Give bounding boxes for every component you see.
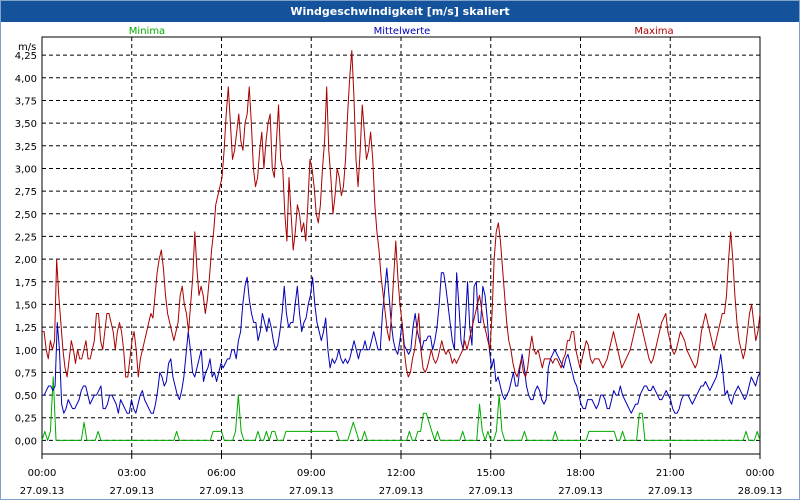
y-axis-unit: m/s: [18, 42, 36, 53]
x-tick-date: 27.09.13: [558, 486, 603, 497]
x-tick-date: 27.09.13: [468, 486, 513, 497]
y-tick-label: 1,75: [15, 278, 37, 289]
y-tick-label: 2,75: [15, 187, 37, 198]
x-tick-date: 27.09.13: [289, 486, 334, 497]
y-tick-label: 0,00: [15, 436, 37, 447]
y-tick-label: 3,25: [15, 142, 37, 153]
x-tick-time: 09:00: [297, 468, 326, 479]
x-tick-time: 06:00: [207, 468, 236, 479]
grid-lines: [42, 37, 760, 454]
x-tick-time: 12:00: [387, 468, 416, 479]
y-tick-label: 0,75: [15, 368, 37, 379]
series-line-maxima: [42, 50, 761, 378]
legend-minima: Minima: [129, 26, 165, 37]
legend-mittelwerte: Mittelwerte: [374, 26, 431, 37]
x-tick-time: 18:00: [566, 468, 595, 479]
plot-area: [41, 36, 761, 455]
x-tick-date: 27.09.13: [20, 486, 65, 497]
series-line-minima: [41, 376, 761, 441]
y-tick-label: 3,75: [15, 96, 37, 107]
x-axis: 00:00 27.09.13 03:00 27.09.13 06:00 27.09.13 0…: [20, 454, 783, 497]
legend-maxima: Maxima: [634, 26, 673, 37]
x-tick-time: 00:00: [746, 468, 775, 479]
x-tick-date: 27.09.13: [109, 486, 154, 497]
x-tick-time: 21:00: [656, 468, 685, 479]
y-tick-label: 4,25: [15, 51, 37, 62]
y-tick-label: 1,25: [15, 323, 37, 334]
y-tick-label: 0,25: [15, 414, 37, 425]
y-tick-label: 3,50: [15, 119, 37, 130]
y-axis: 0,00 0,25 0,50 0,75 1,00 1,25 1,50 1,75 2,00 2,25…: [15, 51, 37, 447]
series-line-mittelwerte: [42, 267, 761, 414]
y-tick-label: 2,50: [15, 210, 37, 221]
y-tick-label: 3,00: [15, 164, 37, 175]
y-tick-label: 2,25: [15, 232, 37, 243]
x-tick-time: 03:00: [117, 468, 146, 479]
x-tick-date: 28.09.13: [738, 486, 783, 497]
series-group: [41, 50, 761, 441]
window-title: Windgeschwindigkeit [m/s] skaliert: [1, 1, 799, 22]
legend: Minima Mittelwerte Maxima: [129, 26, 674, 37]
y-tick-label: 1,00: [15, 346, 37, 357]
y-tick-label: 2,00: [15, 255, 37, 266]
x-tick-date: 27.09.13: [648, 486, 693, 497]
y-tick-label: 1,50: [15, 300, 37, 311]
x-tick-time: 15:00: [476, 468, 505, 479]
x-tick-time: 00:00: [28, 468, 57, 479]
y-tick-label: 4,00: [15, 74, 37, 85]
y-tick-label: 0,50: [15, 391, 37, 402]
x-tick-date: 27.09.13: [199, 486, 244, 497]
x-tick-date: 27.09.13: [379, 486, 424, 497]
